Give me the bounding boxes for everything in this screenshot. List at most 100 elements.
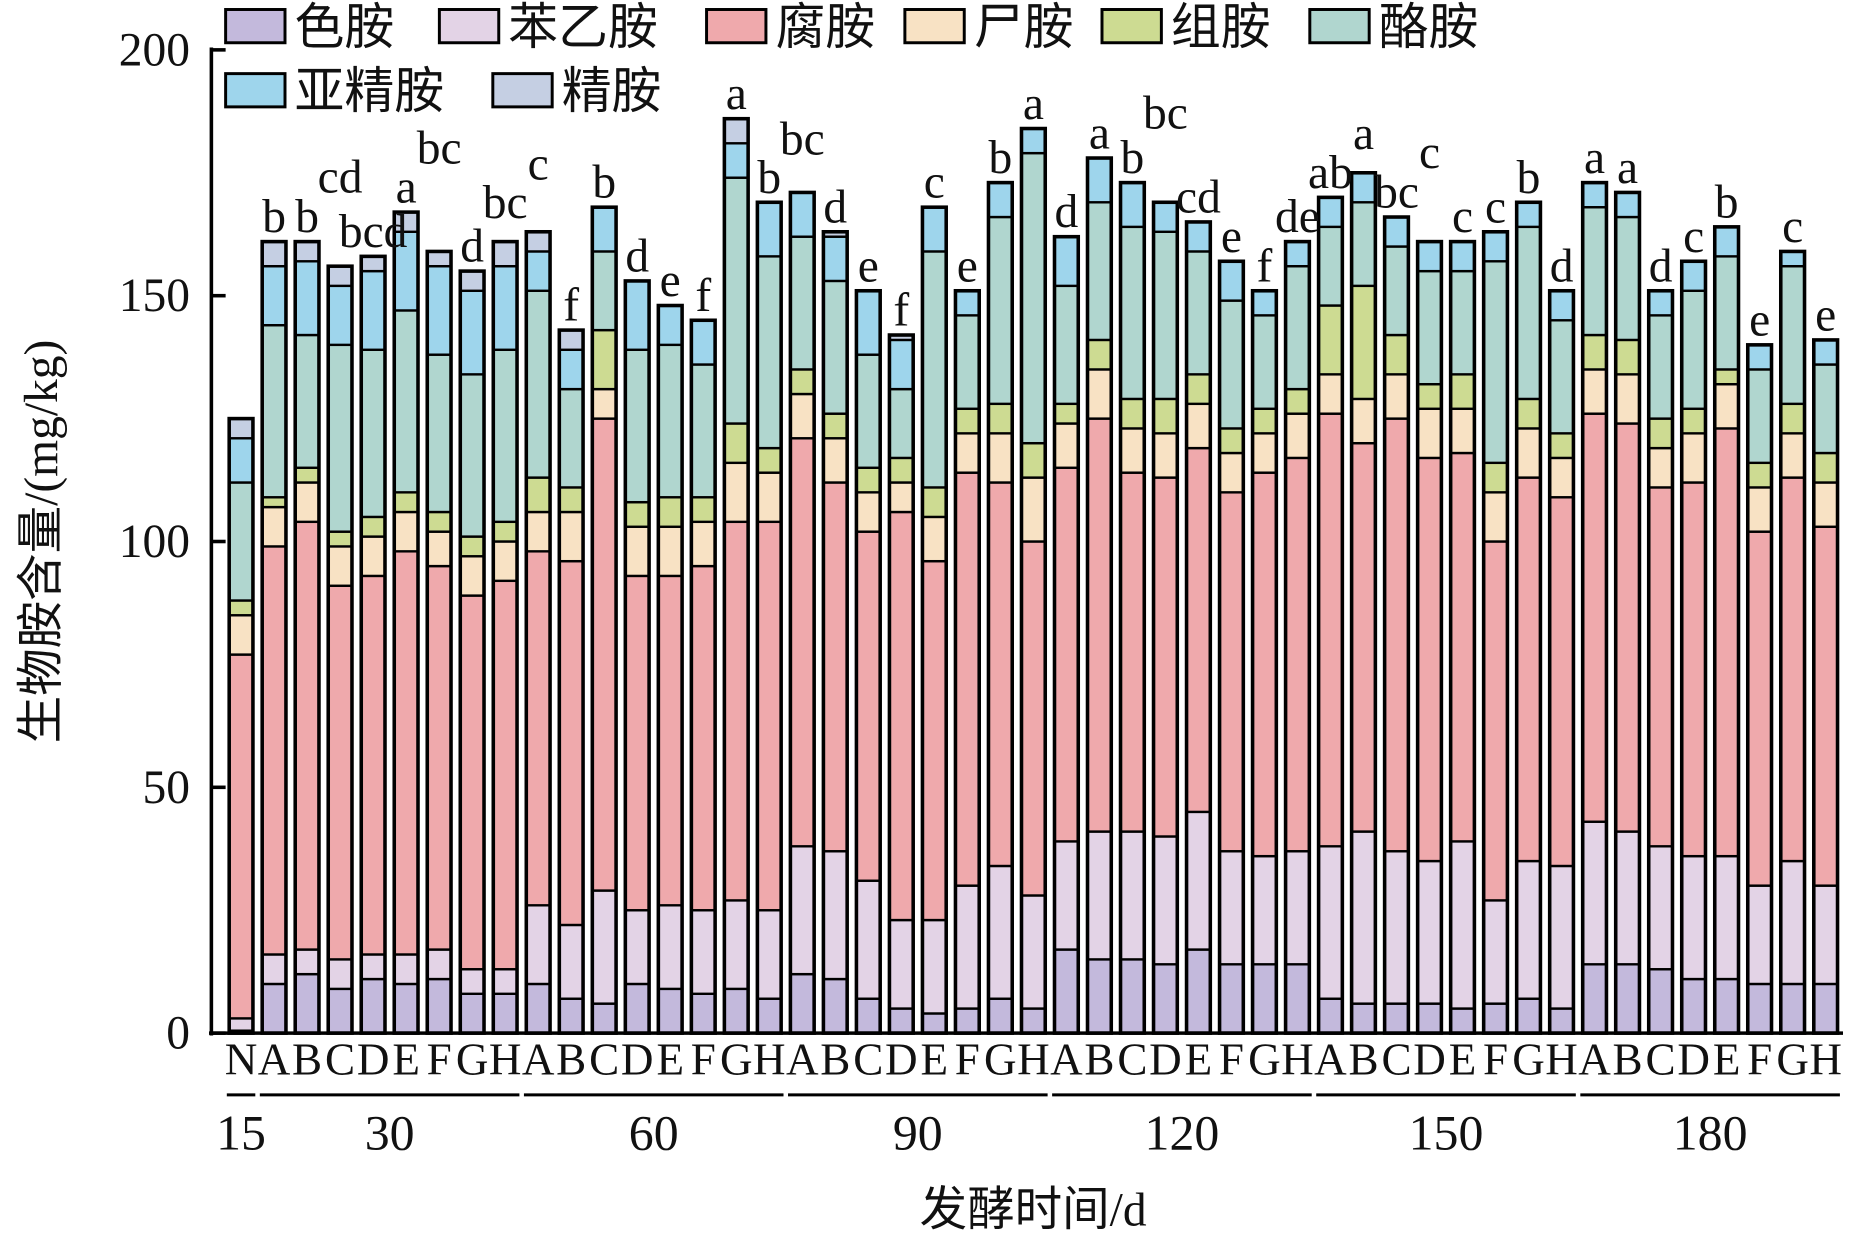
bar-90-E (920, 205, 948, 1035)
bar-segment (921, 250, 948, 489)
bar-60-H (755, 200, 783, 1035)
bar-segment (855, 289, 882, 356)
bar-segment (1251, 963, 1278, 1035)
bar-segment (525, 250, 552, 292)
x-tick-label: E (1713, 1035, 1741, 1085)
bar-120-E (1184, 220, 1213, 1035)
bar-segment (1350, 830, 1377, 1005)
bar-segment (228, 1017, 255, 1032)
bar-segment (987, 481, 1014, 868)
bar-segment (1647, 845, 1674, 971)
bar-segment (525, 289, 552, 479)
bar-segment (954, 884, 981, 1010)
x-tick-label: N (225, 1035, 258, 1085)
group-day-label: 15 (216, 1106, 266, 1161)
bar-120-F (1217, 259, 1246, 1035)
bar-segment (591, 250, 618, 332)
bar-segment (1482, 260, 1509, 465)
bar-segment (855, 530, 882, 882)
x-tick-label: C (1646, 1035, 1676, 1085)
bar-segment (1119, 181, 1146, 229)
bar-segment (1746, 530, 1773, 887)
legend-swatch (705, 8, 768, 45)
bar-segment (1251, 471, 1278, 858)
legend-label: 腐胺 (775, 0, 875, 55)
bar-segment (1152, 397, 1179, 435)
bar-segment (1746, 461, 1773, 489)
x-tick-label: D (357, 1035, 390, 1085)
bar-segment (1350, 1002, 1377, 1035)
bar-segment (1383, 215, 1410, 248)
group-day-label: 150 (1409, 1106, 1484, 1161)
x-tick-label: C (853, 1035, 883, 1085)
bar-150-C (1382, 215, 1411, 1035)
bar-segment (1449, 840, 1476, 1010)
bar-segment (1680, 977, 1707, 1035)
bar-120-A (1052, 234, 1081, 1035)
x-tick-label: G (456, 1035, 489, 1085)
bar-segment (1350, 441, 1377, 833)
x-tick-label: H (489, 1035, 522, 1085)
bar-segment (888, 918, 915, 1010)
bar-segment (1548, 289, 1575, 322)
bar-150-G (1514, 200, 1543, 1035)
bar-segment (756, 201, 783, 258)
x-tick-label: E (656, 1035, 684, 1085)
bar-120-C (1118, 180, 1147, 1035)
bar-segment (624, 574, 651, 912)
bar-150-B (1349, 171, 1378, 1035)
bar-segment (1020, 1007, 1047, 1035)
bar-segment (1251, 854, 1278, 966)
bar-segment (1152, 476, 1179, 838)
bar-180-B (1613, 190, 1642, 1035)
legend-swatch (491, 72, 554, 109)
bar-segment (921, 1012, 948, 1035)
bar-segment (888, 456, 915, 484)
bar-segment (1647, 289, 1674, 317)
x-tick-label: B (820, 1035, 850, 1085)
y-tick-label: 150 (119, 270, 190, 322)
x-tick-label: E (1449, 1035, 1477, 1085)
bar-segment (1317, 845, 1344, 1000)
bar-segment (1713, 854, 1740, 981)
bar-segment (1086, 958, 1113, 1035)
bar-segment (1812, 363, 1839, 455)
significance-label: a (1353, 108, 1374, 160)
legend-swatch (903, 8, 966, 45)
bar-segment (1383, 417, 1410, 853)
bar-segment (327, 530, 354, 548)
significance-label: c (1683, 211, 1704, 263)
bar-segment (1053, 284, 1080, 406)
bar-segment (228, 481, 255, 602)
significance-label: b (757, 152, 781, 204)
bar-segment (228, 437, 255, 484)
bar-segment (558, 997, 585, 1035)
significance-label: f (1257, 240, 1273, 292)
bar-segment (1119, 225, 1146, 401)
bar-segment (1581, 181, 1608, 209)
bar-segment (360, 269, 387, 351)
bar-segment (789, 845, 816, 976)
bar-segment (624, 279, 651, 351)
bar-segment (261, 323, 288, 499)
bar-30-C (326, 264, 354, 1035)
significance-label: b (592, 157, 616, 209)
bar-segment (525, 904, 552, 986)
bar-segment (822, 481, 849, 853)
group-day-label: 120 (1145, 1106, 1220, 1161)
bar-90-B (821, 229, 849, 1035)
x-tick-label: D (1149, 1035, 1182, 1085)
bar-segment (624, 909, 651, 986)
bar-segment (1317, 412, 1344, 848)
significance-label: d (625, 230, 649, 282)
bar-segment (888, 1007, 915, 1035)
bar-segment (1647, 486, 1674, 848)
bar-180-A (1580, 180, 1609, 1035)
bar-segment (723, 117, 750, 145)
x-tick-label: C (1117, 1035, 1147, 1085)
x-tick-label: E (1185, 1035, 1213, 1085)
bar-segment (1614, 191, 1641, 219)
legend-label: 苯乙胺 (508, 0, 658, 55)
